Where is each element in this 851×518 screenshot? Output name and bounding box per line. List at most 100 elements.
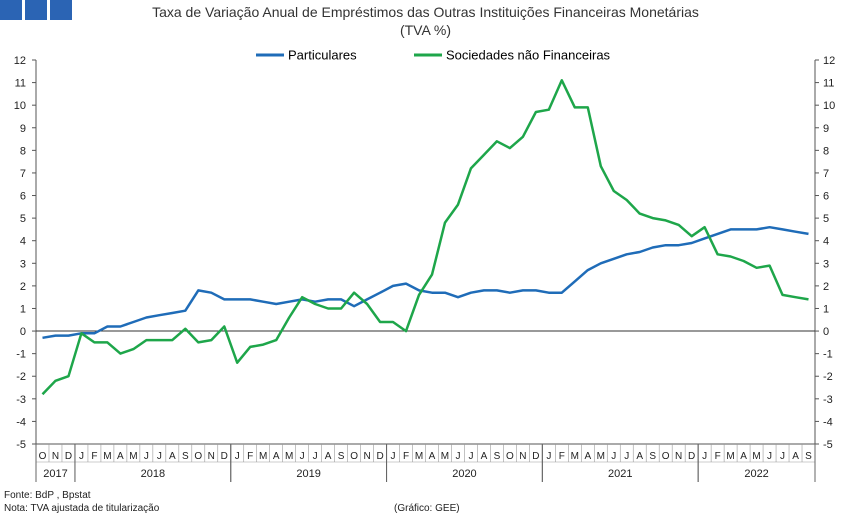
y-tick-label-left: 4 [20, 236, 26, 248]
x-month-label: A [273, 451, 280, 462]
x-year-label: 2022 [744, 468, 768, 480]
y-tick-label-right: 8 [823, 145, 829, 157]
x-month-label: J [780, 451, 785, 462]
x-month-label: O [194, 451, 202, 462]
y-tick-label-right: 2 [823, 281, 829, 293]
x-month-label: N [675, 451, 682, 462]
x-month-label: F [247, 451, 253, 462]
y-tick-label-left: 7 [20, 168, 26, 180]
y-tick-label-left: 10 [14, 100, 26, 112]
y-tick-label-right: -4 [823, 416, 833, 428]
legend-label: Sociedades não Financeiras [446, 48, 611, 63]
x-month-label: D [532, 451, 539, 462]
x-month-label: S [805, 451, 812, 462]
x-month-label: J [235, 451, 240, 462]
y-tick-label-left: 5 [20, 213, 26, 225]
y-tick-label-left: -5 [16, 439, 26, 451]
x-month-label: D [221, 451, 228, 462]
x-month-label: A [169, 451, 176, 462]
x-month-label: M [441, 451, 449, 462]
x-month-label: N [208, 451, 215, 462]
x-month-label: D [688, 451, 695, 462]
y-tick-label-left: 2 [20, 281, 26, 293]
x-month-label: M [103, 451, 111, 462]
y-tick-label-right: 11 [823, 78, 834, 90]
series-line-particulares [42, 225, 809, 340]
y-tick-label-left: 8 [20, 145, 26, 157]
y-tick-label-left: 3 [20, 258, 26, 270]
y-tick-label-left: -3 [16, 394, 26, 406]
x-month-label: J [702, 451, 707, 462]
x-month-label: O [662, 451, 670, 462]
chart-title: Taxa de Variação Anual de Empréstimos da… [152, 4, 699, 20]
x-month-label: F [559, 451, 565, 462]
x-month-label: D [376, 451, 383, 462]
y-tick-label-right: 10 [823, 100, 835, 112]
x-month-label: M [415, 451, 423, 462]
chart-subtitle: (TVA %) [399, 22, 452, 38]
x-month-label: M [752, 451, 760, 462]
y-tick-label-left: -2 [16, 371, 26, 383]
y-tick-label-left: 0 [20, 326, 26, 338]
x-month-label: O [506, 451, 514, 462]
x-year-label: 2017 [43, 468, 67, 480]
x-month-label: M [259, 451, 267, 462]
x-month-label: F [91, 451, 97, 462]
x-month-label: N [519, 451, 526, 462]
x-month-label: J [455, 451, 460, 462]
x-month-label: A [325, 451, 332, 462]
y-tick-label-left: -1 [16, 349, 26, 361]
x-year-label: 2021 [608, 468, 632, 480]
y-tick-label-left: 11 [15, 78, 26, 90]
y-tick-label-right: 0 [823, 326, 829, 338]
x-month-label: A [584, 451, 591, 462]
x-month-label: J [624, 451, 629, 462]
x-year-label: 2019 [296, 468, 320, 480]
x-month-label: F [403, 451, 409, 462]
x-month-label: A [636, 451, 643, 462]
y-tick-label-left: 12 [14, 55, 26, 67]
y-tick-label-right: 9 [823, 123, 829, 135]
x-month-label: S [182, 451, 189, 462]
x-month-label: M [285, 451, 293, 462]
y-tick-label-right: -5 [823, 439, 833, 451]
y-tick-label-right: -3 [823, 394, 833, 406]
y-tick-label-right: 3 [823, 258, 829, 270]
x-month-label: F [715, 451, 721, 462]
x-month-label: J [79, 451, 84, 462]
x-month-label: J [144, 451, 149, 462]
x-month-label: J [611, 451, 616, 462]
x-month-label: O [39, 451, 47, 462]
x-month-label: S [494, 451, 501, 462]
y-tick-label-left: -4 [16, 416, 26, 428]
x-month-label: J [157, 451, 162, 462]
y-tick-label-right: 5 [823, 213, 829, 225]
y-tick-label-left: 6 [20, 191, 26, 203]
logo-square [50, 0, 72, 20]
source-note: Fonte: BdP , Bpstat [4, 490, 91, 501]
y-tick-label-left: 1 [20, 303, 26, 315]
x-month-label: M [571, 451, 579, 462]
x-month-label: A [481, 451, 488, 462]
logo [0, 0, 72, 20]
x-month-label: A [429, 451, 436, 462]
y-tick-label-right: 6 [823, 191, 829, 203]
x-month-label: N [363, 451, 370, 462]
y-tick-label-right: 4 [823, 236, 829, 248]
x-month-label: J [300, 451, 305, 462]
x-month-label: J [313, 451, 318, 462]
x-month-label: A [792, 451, 799, 462]
x-month-label: J [391, 451, 396, 462]
y-tick-label-right: 7 [823, 168, 829, 180]
y-tick-label-right: 12 [823, 55, 835, 67]
x-year-label: 2020 [452, 468, 476, 480]
chart-credit: (Gráfico: GEE) [394, 503, 460, 514]
y-tick-label-right: -1 [823, 349, 833, 361]
x-year-label: 2018 [141, 468, 165, 480]
x-month-label: A [740, 451, 747, 462]
legend-label: Particulares [288, 48, 357, 63]
x-month-label: J [468, 451, 473, 462]
x-month-label: S [649, 451, 656, 462]
x-month-label: M [726, 451, 734, 462]
